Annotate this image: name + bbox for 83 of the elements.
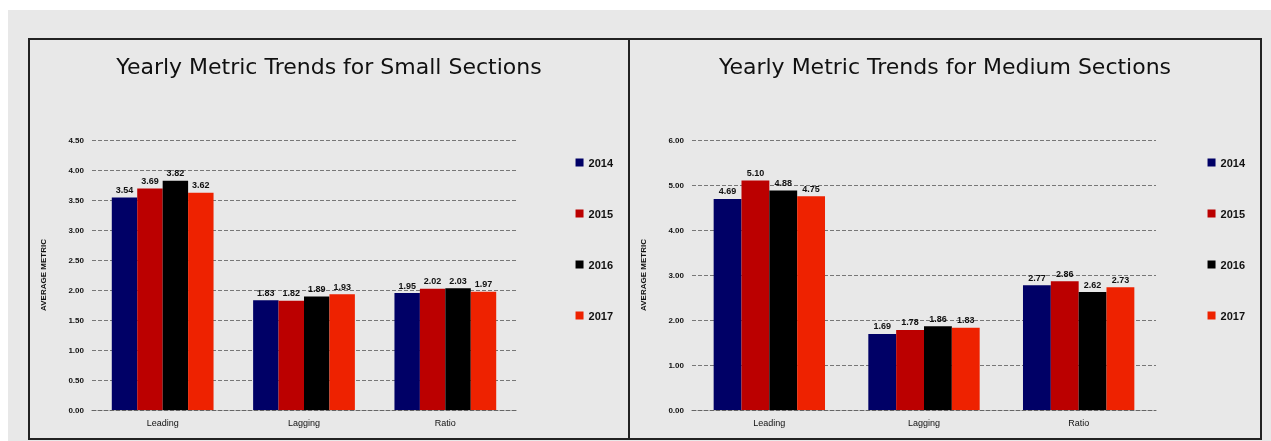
legend-label: 2017 xyxy=(1220,309,1246,322)
x-tick-label: Ratio xyxy=(1068,417,1090,428)
bar xyxy=(1022,285,1051,410)
bar xyxy=(713,198,742,410)
bar xyxy=(419,288,446,410)
data-label: 1.78 xyxy=(901,317,919,328)
y-tick-label: 5.00 xyxy=(668,180,685,190)
y-tick-label: 0.00 xyxy=(68,405,85,415)
data-label: 3.62 xyxy=(192,180,210,191)
bar xyxy=(797,196,826,410)
y-tick-label: 1.00 xyxy=(668,360,685,370)
data-label: 2.86 xyxy=(1055,268,1074,279)
x-tick-label: Lagging xyxy=(287,417,321,428)
y-tick-label: 0.50 xyxy=(68,375,85,385)
legend-label: 2015 xyxy=(588,207,614,220)
data-label: 1.93 xyxy=(333,281,351,292)
bar xyxy=(137,188,163,410)
bar xyxy=(278,300,304,410)
data-label: 2.73 xyxy=(1111,274,1130,285)
bar xyxy=(896,329,924,410)
data-label: 5.10 xyxy=(746,168,765,178)
y-tick-label: 1.50 xyxy=(68,315,85,325)
bar xyxy=(329,294,355,410)
data-label: 3.69 xyxy=(141,176,159,187)
bar xyxy=(111,197,138,410)
bar xyxy=(304,296,330,410)
legend-label: 2014 xyxy=(1220,156,1246,169)
y-tick-label: 3.50 xyxy=(68,195,85,205)
data-label: 1.95 xyxy=(398,280,416,291)
bar xyxy=(445,288,471,410)
data-label: 3.54 xyxy=(115,185,134,196)
data-label: 1.89 xyxy=(307,284,326,295)
bar xyxy=(253,300,279,410)
legend-label: 2016 xyxy=(1220,258,1246,271)
x-tick-label: Leading xyxy=(753,417,786,428)
chart-title: Yearly Metric Trends for Medium Sections xyxy=(717,53,1172,79)
y-tick-label: 3.00 xyxy=(668,270,685,280)
bar xyxy=(394,293,420,410)
x-tick-label: Lagging xyxy=(907,417,941,428)
legend-label: 2016 xyxy=(588,258,614,271)
bar xyxy=(470,291,497,410)
data-label: 2.62 xyxy=(1083,279,1102,290)
data-label: 1.69 xyxy=(873,321,892,332)
legend-label: 2015 xyxy=(1220,207,1246,220)
y-tick-label: 3.00 xyxy=(68,225,85,235)
y-tick-label: 6.00 xyxy=(668,135,685,145)
data-label: 1.97 xyxy=(474,279,493,290)
x-tick-label: Leading xyxy=(146,417,179,428)
data-label: 1.86 xyxy=(929,313,947,324)
chart-title: Yearly Metric Trends for Small Sections xyxy=(115,53,542,79)
data-label: 2.77 xyxy=(1028,272,1046,283)
y-tick-label: 2.50 xyxy=(68,255,85,265)
data-label: 4.88 xyxy=(774,177,793,188)
y-tick-label: 4.00 xyxy=(68,165,85,175)
y-tick-label: 4.00 xyxy=(668,225,685,235)
bar xyxy=(951,327,980,410)
data-label: 1.82 xyxy=(282,288,301,299)
bar xyxy=(769,190,798,410)
bar xyxy=(162,180,189,410)
y-axis-title: AVERAGE METRIC xyxy=(38,238,48,311)
bar xyxy=(1078,292,1107,410)
bar xyxy=(188,192,214,410)
y-tick-label: 4.50 xyxy=(68,135,85,145)
bar xyxy=(924,326,952,410)
bar xyxy=(1106,287,1135,410)
x-tick-label: Ratio xyxy=(434,417,456,428)
y-axis-title: AVERAGE METRIC xyxy=(638,238,648,311)
data-label: 2.03 xyxy=(449,275,467,286)
bar xyxy=(1050,281,1079,410)
data-label: 1.83 xyxy=(956,315,975,326)
y-tick-label: 2.00 xyxy=(668,315,685,325)
legend-label: 2017 xyxy=(588,309,614,322)
data-label: 3.82 xyxy=(166,168,185,179)
y-tick-label: 0.00 xyxy=(668,405,685,415)
y-tick-label: 1.00 xyxy=(68,345,85,355)
legend-label: 2014 xyxy=(588,156,614,169)
bar xyxy=(741,180,770,410)
bar xyxy=(868,333,897,410)
y-tick-label: 2.00 xyxy=(68,285,85,295)
data-label: 4.75 xyxy=(802,183,820,194)
data-label: 2.02 xyxy=(423,276,442,287)
data-label: 4.69 xyxy=(718,186,737,197)
data-label: 1.83 xyxy=(257,287,275,298)
